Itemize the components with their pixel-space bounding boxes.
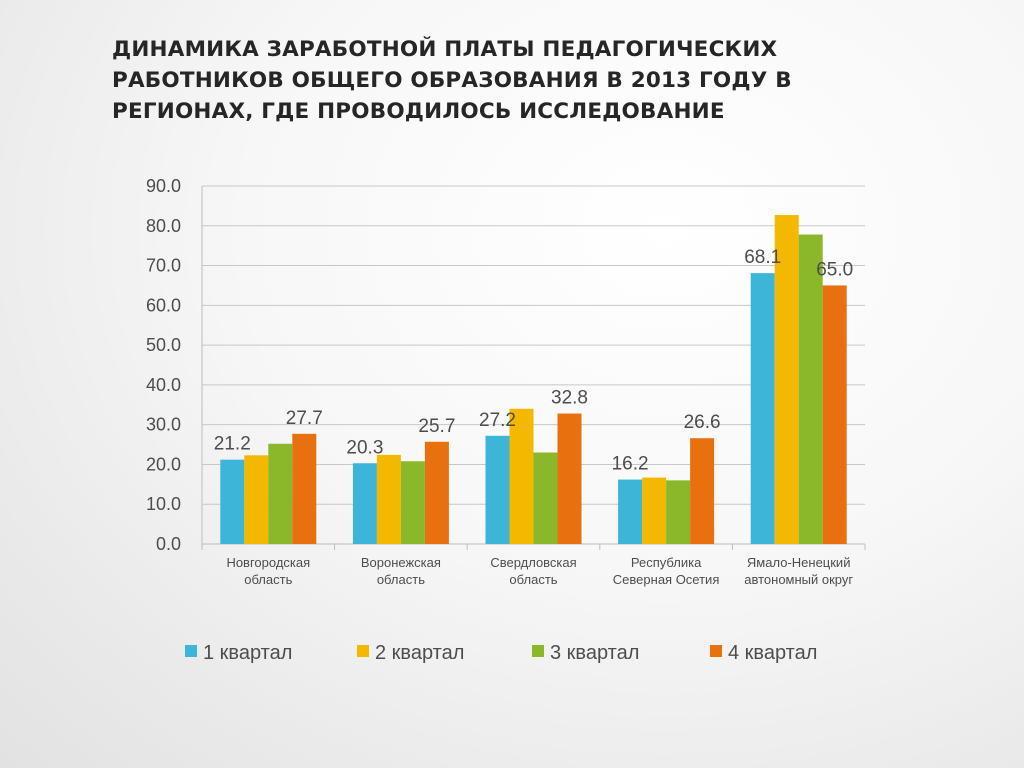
bar: [376, 454, 401, 544]
data-label: 26.6: [684, 412, 721, 433]
x-category-label: область: [244, 572, 292, 587]
y-tick-label: 40.0: [146, 375, 181, 395]
bar: [533, 452, 558, 544]
x-category-label: Республика: [631, 555, 702, 570]
slide-title: Динамика заработной платы педагогических…: [112, 37, 792, 124]
bar: [642, 477, 667, 544]
bar: [822, 285, 847, 544]
y-tick-label: 0.0: [156, 534, 181, 554]
data-label: 16.2: [612, 454, 649, 475]
x-category-label: Северная Осетия: [613, 572, 720, 587]
legend-label: 1 квартал: [203, 642, 292, 664]
data-label: 27.2: [479, 410, 516, 431]
bar: [750, 273, 775, 544]
legend-swatch: [185, 645, 197, 657]
legend-label: 2 квартал: [375, 642, 464, 664]
bar: [666, 480, 691, 544]
data-label: 21.2: [214, 434, 251, 455]
legend-label: 3 квартал: [550, 642, 639, 664]
bar: [774, 215, 799, 544]
bar: [618, 479, 643, 544]
x-category-label: Свердловская: [490, 555, 576, 570]
x-category-label: область: [377, 572, 425, 587]
data-label: 25.7: [418, 416, 455, 437]
data-label: 32.8: [551, 388, 588, 409]
bar: [268, 443, 293, 544]
data-label: 68.1: [744, 247, 781, 268]
y-tick-label: 30.0: [146, 415, 181, 435]
y-tick-label: 70.0: [146, 256, 181, 276]
data-label: 27.7: [286, 408, 323, 429]
bar: [400, 461, 425, 544]
x-category-label: область: [509, 572, 557, 587]
bar: [292, 433, 317, 544]
x-category-label: Ямало-Ненецкий: [747, 555, 851, 570]
legend-swatch: [357, 645, 369, 657]
bar: [798, 234, 823, 545]
x-category-label: автономный округ: [744, 572, 853, 587]
y-tick-label: 80.0: [146, 216, 181, 236]
y-tick-label: 10.0: [146, 494, 181, 514]
bar: [690, 438, 715, 544]
bar: [509, 408, 534, 544]
bar: [244, 455, 269, 544]
y-tick-label: 60.0: [146, 295, 181, 315]
legend-label: 4 квартал: [728, 642, 817, 664]
bar: [424, 441, 449, 544]
x-category-label: Новгородская: [226, 555, 310, 570]
legend-swatch: [710, 645, 722, 657]
y-tick-label: 50.0: [146, 335, 181, 355]
bar: [485, 435, 510, 544]
legend-swatch: [532, 645, 544, 657]
data-label: 65.0: [816, 259, 853, 280]
y-tick-label: 20.0: [146, 454, 181, 474]
bar: [220, 459, 245, 544]
bar: [557, 413, 582, 544]
x-category-label: Воронежская: [361, 555, 441, 570]
y-tick-label: 90.0: [146, 176, 181, 196]
data-label: 20.3: [346, 437, 383, 458]
bar: [352, 463, 377, 544]
